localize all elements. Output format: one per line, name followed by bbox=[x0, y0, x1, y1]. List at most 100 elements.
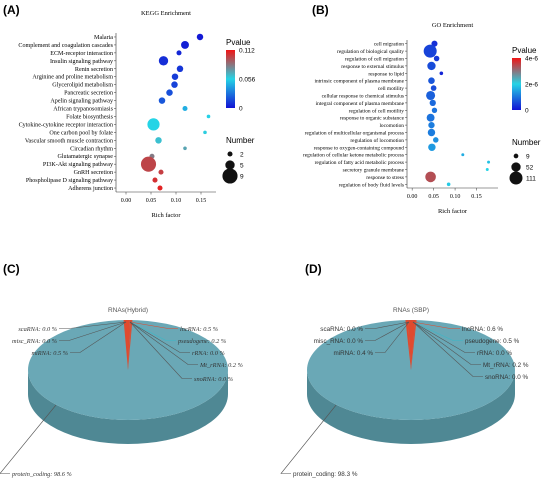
data-point bbox=[158, 97, 166, 104]
y-tick-label: Vascular smooth muscle contraction bbox=[25, 138, 113, 144]
y-tick-label: Renin secretion bbox=[75, 67, 113, 73]
slice-label: lncRNA: 0.5 % bbox=[180, 326, 218, 333]
y-tick-label: PI3K-Akt signaling pathway bbox=[43, 162, 114, 168]
y-tick-label: response to lipid bbox=[368, 71, 404, 77]
size-legend-label: 111 bbox=[526, 176, 536, 183]
slice-label: scaRNA: 0.0 % bbox=[320, 326, 363, 333]
data-point bbox=[487, 160, 491, 164]
data-point bbox=[433, 55, 440, 62]
slice-label: misc_RNA: 0.0 % bbox=[314, 338, 364, 345]
y-tick-label: regulation of biological quality bbox=[337, 48, 404, 55]
size-legend-label: 2 bbox=[240, 152, 244, 159]
y-tick-label: regulation of locomotion bbox=[350, 137, 404, 144]
y-tick-label: response to external stimulus bbox=[341, 64, 404, 70]
data-point bbox=[431, 40, 438, 47]
x-tick-label: 0.05 bbox=[428, 194, 439, 200]
color-legend-title: Pvalue bbox=[512, 46, 537, 55]
data-point bbox=[176, 50, 182, 56]
leader-line bbox=[412, 321, 475, 353]
y-tick-label: Circadian rhythm bbox=[70, 146, 113, 152]
rna-hybrid-pie-chart: RNAs(Hybrid) scaRNA: 0.0 % misc_RNA: 0.0 %… bbox=[0, 307, 243, 478]
y-tick-label: secretory granule membrane bbox=[343, 168, 405, 174]
panel-b-label: (B) bbox=[312, 3, 329, 17]
y-tick-label: response to stress bbox=[366, 175, 404, 181]
y-tick-label: Glutamatergic synapse bbox=[57, 154, 113, 160]
data-point bbox=[427, 128, 436, 137]
data-point bbox=[152, 177, 158, 183]
y-tick-label: response to organic substance bbox=[340, 116, 405, 122]
slice-label: miRNA: 0.4 % bbox=[333, 350, 373, 357]
leader-line bbox=[412, 321, 483, 377]
colorbar-tick-label: 4e-6 bbox=[525, 56, 538, 63]
chart-title: RNAs (SBP) bbox=[393, 307, 429, 314]
slice-label: scaRNA: 0.0 % bbox=[18, 326, 57, 333]
kegg-enrichment-chart: KEGG Enrichment Malaria Complement and coa… bbox=[18, 10, 255, 219]
leader-line bbox=[129, 321, 192, 379]
leader-line bbox=[59, 321, 127, 341]
data-point bbox=[427, 61, 436, 71]
y-tick-label: Adherens junction bbox=[68, 186, 113, 192]
leader-line bbox=[70, 321, 127, 353]
leader-line bbox=[412, 321, 481, 365]
slice-label: rRNA: 0.0 % bbox=[192, 350, 225, 357]
leader-line bbox=[375, 321, 410, 353]
pie-side bbox=[307, 370, 515, 444]
colorbar-tick-label: 0.112 bbox=[239, 48, 255, 55]
y-tick-label: regulation of cell migration bbox=[345, 56, 404, 63]
colorbar bbox=[512, 58, 521, 110]
data-point bbox=[429, 99, 436, 107]
data-point bbox=[461, 153, 465, 157]
y-tick-label: regulation of multicellular organismal p… bbox=[305, 130, 404, 137]
y-tick-label: Apelin signaling pathway bbox=[50, 99, 114, 105]
size-legend-label: 9 bbox=[526, 154, 530, 161]
chart-title: GO Enrichment bbox=[432, 22, 474, 29]
data-point bbox=[428, 143, 436, 152]
size-legend-dot bbox=[222, 168, 238, 184]
size-legend-dot bbox=[225, 160, 235, 170]
slice-label: protein_coding: 98.6 % bbox=[11, 471, 72, 478]
pie-small-slices-accent bbox=[409, 320, 413, 370]
data-point bbox=[166, 89, 173, 96]
data-point bbox=[176, 65, 184, 73]
leader-line bbox=[365, 321, 410, 341]
x-tick-label: 0.05 bbox=[146, 198, 157, 204]
leader-line bbox=[59, 321, 127, 329]
x-axis-label: Rich factor bbox=[438, 208, 468, 215]
y-tick-label: intrinsic component of plasma membrane bbox=[314, 78, 404, 85]
data-point bbox=[181, 40, 189, 49]
pie-slice-mt-rrna bbox=[128, 320, 133, 370]
y-tick-label: Folate biosynthesis bbox=[66, 114, 114, 120]
y-tick-label: One carbon pool by folate bbox=[49, 129, 113, 136]
y-tick-label: cell motility bbox=[378, 86, 405, 92]
data-point bbox=[183, 146, 187, 151]
slice-label: miRNA: 0.5 % bbox=[31, 350, 68, 357]
data-point bbox=[206, 114, 211, 119]
data-point bbox=[428, 121, 435, 129]
x-tick-label: 0.10 bbox=[171, 198, 182, 204]
chart-title: KEGG Enrichment bbox=[141, 10, 191, 17]
y-tick-label: locomotion bbox=[379, 123, 404, 129]
x-tick-label: 0.15 bbox=[196, 198, 207, 204]
data-point bbox=[431, 107, 438, 113]
panel-d-label: (D) bbox=[305, 262, 322, 276]
data-point bbox=[155, 137, 162, 144]
data-point bbox=[203, 130, 207, 135]
colorbar bbox=[226, 50, 235, 108]
pie-slice-mt-rrna bbox=[411, 320, 417, 370]
y-tick-label: Malaria bbox=[94, 35, 113, 41]
data-point bbox=[425, 171, 436, 183]
data-point bbox=[446, 182, 451, 187]
data-point bbox=[147, 118, 160, 131]
size-legend-label: 5 bbox=[240, 163, 244, 170]
data-point bbox=[433, 137, 439, 143]
panel-a-label: (A) bbox=[3, 3, 20, 17]
data-point bbox=[158, 56, 169, 66]
size-legend-dot bbox=[511, 162, 521, 172]
data-point bbox=[428, 77, 435, 84]
data-point bbox=[485, 168, 489, 171]
y-tick-label: regulation of fatty acid metabolic proce… bbox=[315, 159, 404, 166]
pie-small-slices-accent bbox=[126, 320, 130, 370]
leader-line bbox=[129, 321, 198, 365]
leader-line bbox=[129, 321, 190, 353]
size-legend-title: Number bbox=[512, 138, 541, 147]
